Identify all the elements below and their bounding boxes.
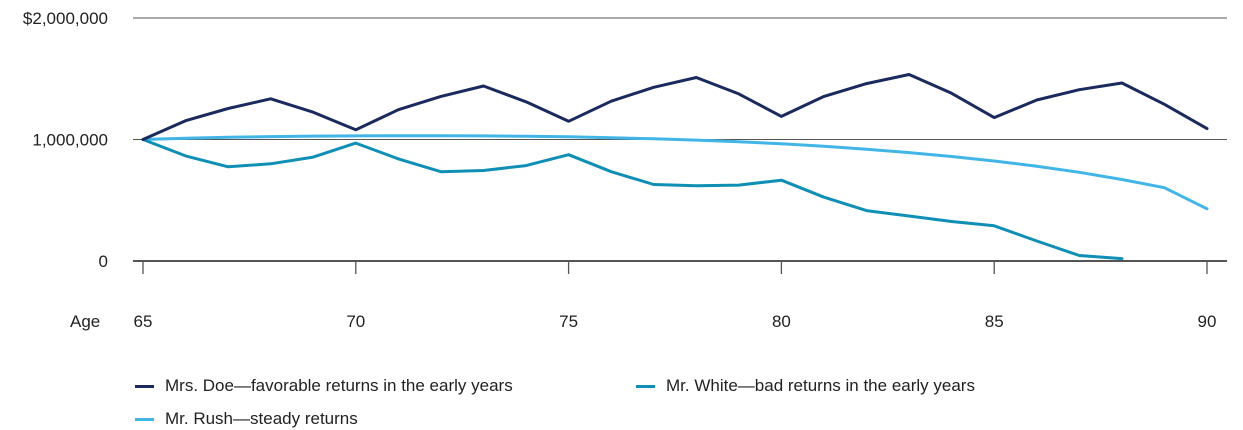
legend-label-white: Mr. White—bad returns in the early years — [666, 376, 975, 395]
x-tick-label-65: 65 — [134, 312, 153, 331]
legend-swatch-doe — [135, 384, 154, 388]
legend-label-rush: Mr. Rush—steady returns — [165, 409, 358, 428]
series-line-0 — [141, 73, 1209, 141]
x-tick-label-80: 80 — [772, 312, 791, 331]
y-tick-label-2: $2,000,000 — [23, 9, 108, 28]
x-tick-label-70: 70 — [346, 312, 365, 331]
legend-swatch-rush — [135, 417, 154, 421]
x-tick-label-75: 75 — [559, 312, 578, 331]
series-line-2 — [141, 134, 1209, 211]
x-axis — [133, 260, 1227, 274]
legend-swatch-white — [636, 384, 655, 388]
x-tick-label-90: 90 — [1198, 312, 1217, 331]
x-tick-label-85: 85 — [985, 312, 1004, 331]
series-line-1 — [141, 138, 1124, 261]
y-tick-label-1: 1,000,000 — [32, 131, 108, 150]
series-lines — [141, 73, 1209, 261]
x-axis-tick-labels: 65 70 75 80 85 90 — [134, 312, 1217, 331]
line-chart: 0 1,000,000 $2,000,000 65 70 75 80 85 90 Age — [23, 9, 1227, 331]
legend-label-doe: Mrs. Doe—favorable returns in the early … — [165, 376, 513, 395]
legend-item-white: Mr. White—bad returns in the early years — [636, 376, 975, 396]
legend-item-rush: Mr. Rush—steady returns — [135, 409, 358, 429]
legend-item-doe: Mrs. Doe—favorable returns in the early … — [135, 376, 513, 396]
x-axis-title: Age — [70, 312, 100, 331]
y-axis-ticks: 0 1,000,000 $2,000,000 — [23, 9, 108, 271]
gridlines — [133, 17, 1227, 140]
y-tick-label-0: 0 — [99, 252, 108, 271]
